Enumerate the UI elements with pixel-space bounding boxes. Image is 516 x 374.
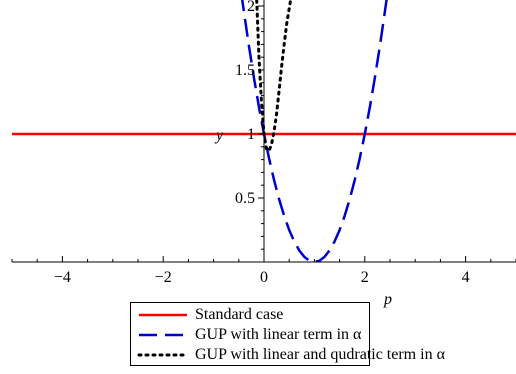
chart-legend: Standard case GUP with linear term in α GU… (130, 302, 445, 366)
y-tick-label: 0.5 (235, 190, 255, 207)
legend-swatch (139, 333, 187, 337)
x-tick-label: 4 (462, 269, 470, 286)
x-axis-title: p (383, 291, 392, 308)
x-tick-label: 0 (260, 269, 268, 286)
legend-label: GUP with linear term in α (195, 326, 362, 343)
y-tick-label: 2 (247, 0, 255, 15)
x-tick-label: −4 (54, 269, 71, 286)
x-tick-label: −2 (155, 269, 172, 286)
series-line-2 (241, 0, 388, 262)
legend-label: GUP with linear and qudratic term in α (195, 346, 445, 363)
legend-entry-2: GUP with linear term in α (131, 325, 369, 345)
legend-entry-3: GUP with linear and qudratic term in α (131, 345, 445, 365)
y-tick-label: 1.5 (235, 62, 255, 79)
legend-entry-1: Standard case (131, 305, 369, 325)
legend-swatch (139, 313, 187, 317)
y-axis-title: y (214, 127, 224, 144)
axes-layer: −4 −2 0 2 4 0.5 1 1.5 2 (11, 0, 516, 286)
legend-label: Standard case (195, 306, 284, 323)
series-line-3 (255, 0, 293, 153)
x-tick-label: 2 (361, 269, 369, 286)
legend-swatch (137, 353, 189, 357)
y-tick-label: 1 (247, 126, 255, 143)
